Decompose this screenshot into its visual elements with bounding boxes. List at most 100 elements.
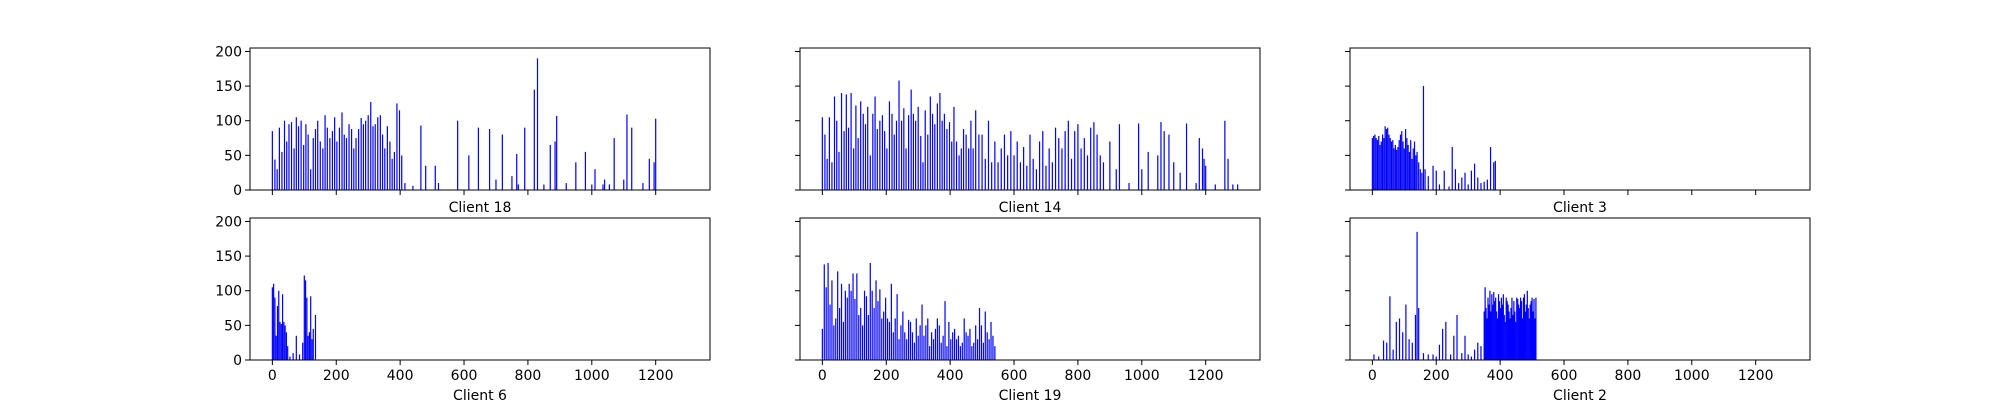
bar (1384, 126, 1386, 190)
bar (1074, 131, 1076, 190)
bar (939, 93, 941, 190)
bar (1371, 138, 1373, 190)
bar (954, 328, 956, 360)
bar (844, 290, 846, 360)
axes-frame (249, 47, 711, 191)
bar (1491, 294, 1493, 360)
x-tick-label: 600 (1001, 368, 1028, 384)
bar (1128, 183, 1130, 190)
bar (306, 297, 308, 360)
bar (871, 290, 873, 360)
bar (1405, 304, 1407, 360)
bar (1408, 151, 1411, 190)
bar (988, 339, 990, 360)
bar (1410, 140, 1412, 190)
bar (963, 318, 965, 360)
bar (910, 89, 912, 190)
bar (1388, 134, 1390, 190)
bar (1185, 123, 1188, 190)
bar (855, 105, 857, 190)
bar (1485, 308, 1487, 360)
bar (1489, 147, 1492, 190)
bar (307, 335, 309, 360)
bar (365, 120, 367, 190)
bar (1201, 148, 1204, 190)
bar (1532, 311, 1534, 360)
bar (1067, 120, 1069, 190)
bar (971, 346, 973, 360)
bar (1454, 169, 1457, 190)
bar (927, 318, 929, 360)
bar (824, 134, 826, 190)
bar (381, 134, 384, 190)
bar (1493, 292, 1495, 360)
bar (1032, 158, 1034, 190)
bar (959, 346, 961, 360)
bar (872, 113, 874, 190)
bar (950, 339, 952, 360)
subplot-grid: 0 50 100 150 200 Client 18 Client 14 Client 3 0 2… (215, 44, 1811, 400)
bar (386, 126, 388, 190)
bar (1415, 155, 1417, 190)
bar (927, 134, 929, 190)
bar (1432, 354, 1434, 360)
bar (1508, 311, 1510, 360)
bar (825, 287, 827, 360)
bar (838, 151, 840, 190)
bar (1408, 339, 1410, 360)
bar (1016, 141, 1018, 190)
bar (556, 115, 558, 190)
bar (917, 335, 919, 360)
bar (992, 335, 994, 360)
bar (377, 117, 379, 190)
bar (1527, 308, 1529, 360)
bar (1448, 186, 1450, 190)
y-tick-label: 50 (224, 148, 242, 164)
bar (843, 131, 845, 190)
bar (307, 134, 309, 190)
bar (278, 127, 280, 190)
bar (298, 354, 301, 360)
bar (1115, 169, 1117, 190)
bar (1382, 340, 1385, 360)
bar (1489, 290, 1491, 360)
x-tick-label: 0 (268, 368, 277, 384)
subplot-xlabel: Client 18 (449, 200, 512, 216)
subplot-client-6: 0 200 400 600 800 1000 1200 0 50 100 150 200 Client … (215, 214, 711, 400)
bar (1195, 183, 1197, 190)
bar (1461, 177, 1463, 190)
bar (468, 155, 470, 190)
bar (1227, 158, 1229, 190)
bar (284, 325, 286, 360)
bar (1495, 297, 1497, 360)
subplot-client-14: Client 14 (795, 47, 1261, 216)
bar (1526, 290, 1528, 360)
bar (1501, 304, 1503, 360)
subplot-client-18: 0 50 100 150 200 Client 18 (215, 44, 711, 216)
bar (303, 275, 305, 360)
bar (1500, 297, 1503, 360)
bar (648, 158, 650, 190)
subplot-client-2: 0 200 400 600 800 1000 1200 Client 2 (1345, 217, 1811, 400)
bar (303, 144, 305, 190)
x-tick-label: 400 (937, 368, 964, 384)
bar (1518, 304, 1520, 360)
bar (1504, 321, 1506, 360)
bar (310, 296, 312, 360)
bar (345, 138, 348, 190)
bar (984, 311, 986, 360)
bar (275, 335, 277, 360)
bar (1102, 162, 1105, 190)
bar (875, 280, 877, 360)
bar (1392, 140, 1394, 190)
bar (1042, 131, 1044, 190)
bar (1393, 148, 1395, 190)
x-tick-label: 400 (387, 368, 414, 384)
bar (310, 169, 312, 190)
bar (943, 113, 945, 190)
bar (912, 113, 915, 190)
bar (273, 283, 275, 360)
bar (934, 124, 936, 190)
bar (379, 115, 381, 190)
bar (923, 335, 925, 360)
